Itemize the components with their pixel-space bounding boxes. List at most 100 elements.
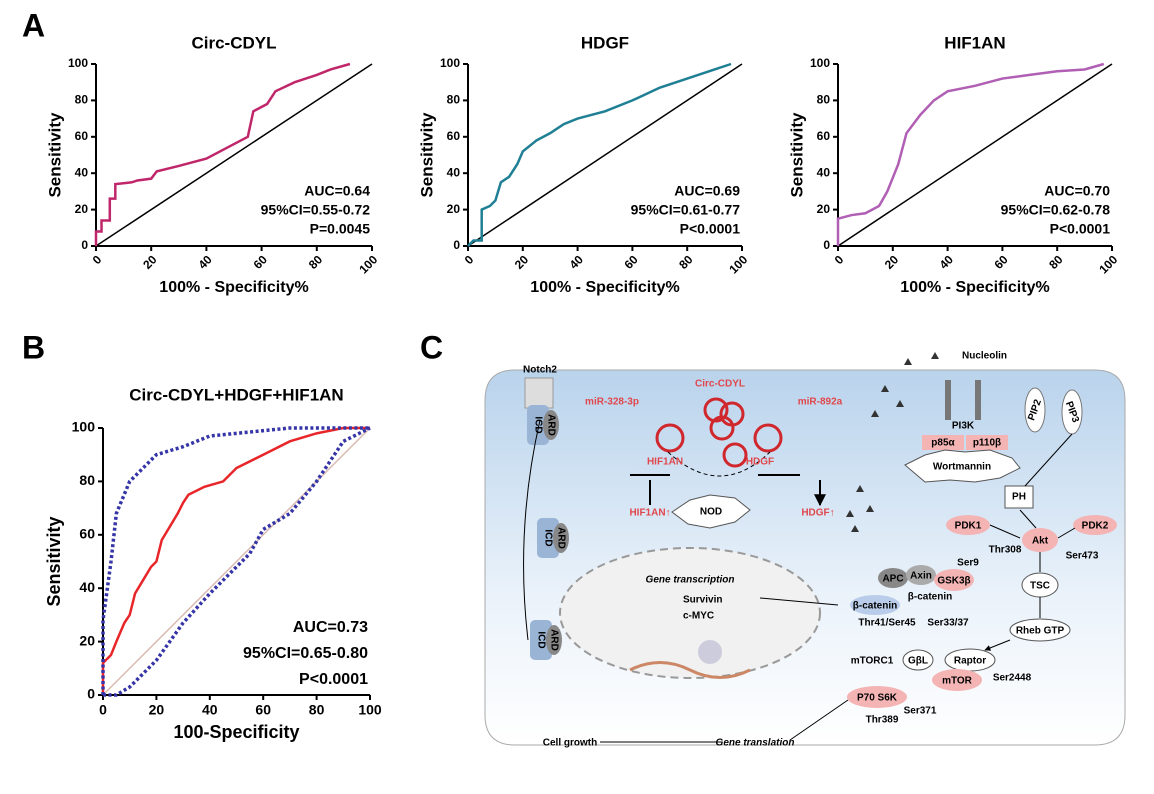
- annotation: 95%CI=0.65-0.80: [243, 645, 368, 662]
- x-tick-label: 20: [882, 252, 902, 272]
- akt: [1022, 528, 1058, 552]
- icd: [530, 620, 552, 660]
- nucleolin-receptor: [945, 380, 981, 420]
- roc-curve: [103, 426, 371, 697]
- label: c-MYC: [683, 611, 714, 622]
- pdk2: [1073, 515, 1117, 535]
- x-tick-label: 40: [937, 252, 957, 272]
- x-tick-label: 80: [1046, 252, 1066, 272]
- label: Notch2: [523, 365, 557, 376]
- label: Ser2448: [993, 673, 1032, 684]
- label: Rheb GTP: [1016, 626, 1065, 637]
- pdk1: [946, 515, 990, 535]
- y-tick-label: 60: [817, 129, 831, 143]
- y-tick-label: 40: [79, 579, 95, 595]
- annotation: 95%CI=0.61-0.77: [631, 202, 741, 218]
- label: Ser473: [1066, 551, 1099, 562]
- annotation: AUC=0.69: [674, 183, 740, 199]
- x-tick-label: 0: [832, 252, 847, 267]
- diagonal: [102, 427, 371, 696]
- roc-curve: [467, 62, 732, 247]
- label: Axin: [910, 571, 932, 582]
- pip2: [1024, 387, 1046, 433]
- label: ARD: [548, 629, 559, 651]
- label: TSC: [1030, 581, 1050, 592]
- annotation: P<0.0001: [1050, 221, 1111, 237]
- label: PH: [1012, 492, 1026, 503]
- y-tick-label: 80: [447, 93, 461, 107]
- y-tick-label: 0: [453, 238, 460, 252]
- label: GβL: [908, 656, 928, 667]
- wortmannin-burst: [904, 449, 1021, 483]
- label: Ser9: [957, 558, 979, 569]
- label: HIF1AN: [647, 457, 683, 468]
- label: HDGF↑: [801, 508, 834, 519]
- y-tick-label: 100: [72, 419, 96, 435]
- x-axis-label: 100-Specificity: [173, 722, 299, 742]
- axin: [906, 565, 936, 585]
- label: HDGF: [746, 457, 774, 468]
- x-tick-label: 80: [676, 252, 696, 272]
- arrows: [523, 419, 1076, 743]
- circ-rings: [655, 397, 783, 468]
- ribosome: [698, 640, 722, 664]
- label: P70 S6K: [857, 693, 898, 704]
- annotation: 95%CI=0.55-0.72: [261, 202, 371, 218]
- x-tick-label: 60: [621, 252, 641, 272]
- x-tick-label: 80: [309, 702, 325, 718]
- label: Raptor: [954, 656, 986, 667]
- x-tick-label: 100: [356, 252, 380, 276]
- x-tick-label: 20: [140, 252, 160, 272]
- annotation: P<0.0001: [299, 671, 368, 688]
- label: Nucleolin: [962, 351, 1007, 362]
- label: PI3K: [952, 421, 975, 432]
- label: HIF1AN↑: [629, 508, 670, 519]
- gbl: [902, 649, 934, 671]
- label: Thr389: [866, 715, 899, 726]
- x-axis-label: 100% - Specificity%: [530, 279, 679, 296]
- y-axis-label: Sensitivity: [44, 516, 64, 606]
- label: mTOR: [942, 676, 973, 687]
- p110: [966, 435, 1008, 450]
- x-tick-label: 0: [90, 252, 105, 267]
- label: PDK2: [1082, 521, 1109, 532]
- nod-burst: [671, 494, 751, 529]
- x-axis-label: 100% - Specificity%: [159, 279, 308, 296]
- x-tick-label: 40: [195, 252, 215, 272]
- x-axis-label: 100% - Specificity%: [900, 279, 1049, 296]
- ph-box: [1004, 485, 1034, 509]
- x-tick-label: 0: [462, 252, 477, 267]
- chart-title: Circ-CDYL: [191, 33, 276, 52]
- label: ARD: [545, 414, 556, 436]
- receptor: [524, 377, 554, 409]
- p70s6k: [847, 686, 907, 708]
- label: GSK3β: [937, 576, 970, 587]
- y-tick-label: 20: [79, 632, 95, 648]
- y-tick-label: 40: [447, 165, 461, 179]
- y-tick-label: 80: [817, 93, 831, 107]
- label: NOD: [700, 507, 722, 518]
- y-tick-label: 60: [75, 129, 89, 143]
- diagonal: [837, 63, 1113, 247]
- y-tick-label: 60: [79, 526, 95, 542]
- x-tick-label: 40: [567, 252, 587, 272]
- x-tick-label: 60: [255, 702, 271, 718]
- label: mTORC1: [851, 656, 894, 667]
- mtor: [932, 669, 982, 691]
- label: ICD: [532, 416, 543, 433]
- y-tick-label: 0: [81, 238, 88, 252]
- label: β-catenin: [908, 592, 952, 603]
- label: ARD: [555, 527, 566, 549]
- chart-title: HDGF: [581, 33, 629, 52]
- label: p85α: [931, 438, 955, 449]
- x-tick-label: 40: [202, 702, 218, 718]
- y-tick-label: 60: [447, 129, 461, 143]
- label: Ser371: [904, 706, 937, 717]
- y-tick-label: 80: [75, 93, 89, 107]
- panel-letters: A B C: [22, 7, 443, 365]
- label: miR-328-3p: [585, 397, 639, 408]
- y-tick-label: 100: [68, 56, 88, 70]
- annotation: 95%CI=0.62-0.78: [1001, 202, 1111, 218]
- annotation: P=0.0045: [310, 221, 371, 237]
